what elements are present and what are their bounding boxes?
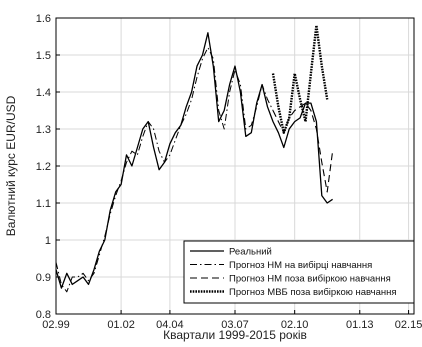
y-tick-label: 0.8: [36, 309, 51, 321]
y-tick-label: 1: [45, 235, 51, 247]
x-axis-title: Квартали 1999-2015 років: [163, 328, 307, 342]
legend: Реальний Прогноз НМ на вибірці навчання Пр…: [183, 240, 415, 304]
legend-label-3: Прогноз НМ поза вибіркою навчання: [229, 274, 391, 285]
x-tick-label: 03.07: [221, 319, 249, 331]
legend-label-2: Прогноз НМ на вибірці навчання: [229, 260, 372, 271]
legend-label-1: Реальний: [229, 247, 272, 258]
ticks: 0.8 0.9 1 1.1 1.2 1.3 1.4 1.5 1.6 02.99 01.02 04.04…: [36, 13, 422, 331]
y-tick-label: 1.2: [36, 161, 51, 173]
x-tick-label: 02.10: [281, 319, 309, 331]
series-group: [55, 24, 334, 293]
x-tick-label: 02.99: [42, 319, 70, 331]
y-tick-label: 1.3: [36, 124, 51, 136]
y-tick-label: 1.1: [36, 198, 51, 210]
x-tick-label: 02.15: [395, 319, 422, 331]
x-tick-label: 01.13: [346, 319, 374, 331]
series-line-2: [55, 47, 274, 293]
y-tick-label: 1.4: [36, 87, 51, 99]
y-tick-label: 0.9: [36, 272, 51, 284]
legend-label-4: Прогноз МВБ поза вибіркою навчання: [229, 287, 397, 298]
y-tick-label: 1.6: [36, 13, 51, 25]
x-tick-label: 04.04: [156, 319, 184, 331]
y-axis-title: Валютний курс EUR/USD: [4, 95, 18, 236]
series-line-4: [271, 24, 329, 134]
x-tick-label: 01.02: [107, 319, 135, 331]
y-tick-label: 1.5: [36, 50, 51, 62]
